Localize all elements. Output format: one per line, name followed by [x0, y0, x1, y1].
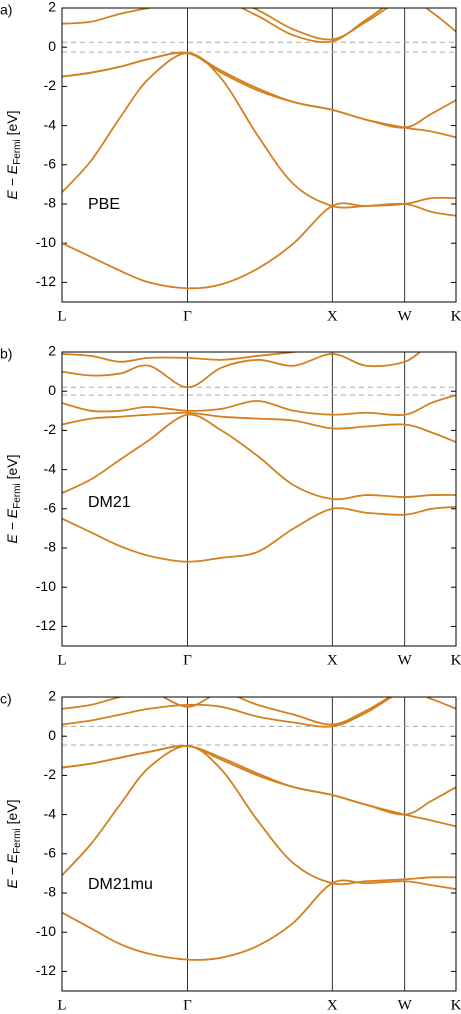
x-tick-label: Γ: [183, 308, 192, 324]
plot-frame: [61, 7, 457, 303]
bands: [62, 8, 456, 290]
y-tick-label: 0: [48, 727, 56, 743]
x-tick-label: K: [451, 308, 461, 324]
y-tick-label: -8: [44, 539, 57, 555]
panel: 2 0 -2 -4 -6 -8 -10 -12 L Γ X W Ka) PBE E − EFermi [eV]: [0, 0, 461, 324]
band-line: [62, 411, 456, 443]
band-line: [62, 352, 301, 363]
y-tick-label: -4: [44, 460, 57, 476]
x-tick-label: X: [327, 997, 338, 1013]
y-tick-label: -10: [36, 578, 56, 594]
y-label-sub: Fermi: [12, 483, 23, 509]
y-label-unit: [eV]: [4, 454, 20, 479]
bands: [62, 352, 456, 563]
annotation: PBE: [88, 196, 120, 213]
panel: 2 0 -2 -4 -6 -8 -10 -12 L Γ X W Kb) DM21 E − EFermi [eV…: [0, 343, 461, 669]
y-axis-label: E − EFermi [eV]: [4, 110, 23, 199]
band-line: [62, 505, 456, 563]
y-label-unit: [eV]: [4, 110, 20, 135]
y-tick-label: -6: [44, 500, 57, 516]
y-label-unit: [eV]: [4, 799, 20, 824]
y-tick-label: -8: [44, 884, 57, 900]
y-label-main: E − E: [4, 508, 20, 543]
y-label-sub: Fermi: [12, 828, 23, 854]
y-tick-label: -6: [44, 156, 57, 172]
x-tick-label: Γ: [183, 652, 192, 668]
y-tick-label: -6: [44, 845, 57, 861]
band-line: [62, 8, 456, 44]
y-label-sub: Fermi: [12, 139, 23, 165]
band-line: [62, 52, 456, 209]
x-tick-label: K: [451, 652, 461, 668]
panel-label: b): [0, 346, 12, 362]
y-tick-label: 0: [48, 38, 56, 54]
panel-label: c): [0, 691, 12, 707]
band-line: [62, 745, 456, 886]
band-line: [62, 394, 456, 417]
y-tick-label: -4: [44, 116, 57, 132]
band-line: [62, 51, 456, 129]
panel: 2 0 -2 -4 -6 -8 -10 -12 L Γ X W Kc) DM21mu E − EFermi […: [0, 688, 461, 1014]
y-tick-label: 0: [48, 382, 56, 398]
annotation: DM21: [88, 494, 131, 511]
y-label-main: E − E: [4, 853, 20, 888]
y-tick-label: -12: [36, 962, 56, 978]
y-tick-label: 2: [48, 0, 56, 15]
y-tick-label: -12: [36, 273, 56, 289]
band-line: [62, 879, 456, 961]
band-line: [62, 744, 456, 816]
y-tick-label: -10: [36, 234, 56, 250]
y-tick-label: 2: [48, 343, 56, 359]
band-line: [62, 202, 456, 290]
x-tick-label: X: [327, 652, 338, 668]
x-tick-label: X: [327, 308, 338, 324]
band-line: [62, 352, 422, 389]
band-line: [62, 697, 392, 726]
y-axis-label: E − EFermi [eV]: [4, 454, 23, 543]
x-tick-label: W: [398, 308, 413, 324]
plot-frame: [61, 696, 457, 992]
y-tick-label: -2: [44, 766, 57, 782]
y-tick-label: -2: [44, 77, 57, 93]
y-axis-label: E − EFermi [eV]: [4, 799, 23, 888]
x-tick-label: W: [398, 997, 413, 1013]
annotation: DM21mu: [88, 876, 153, 893]
x-tick-label: W: [398, 652, 413, 668]
x-tick-label: L: [57, 652, 66, 668]
y-tick-label: 2: [48, 688, 56, 704]
x-tick-label: K: [451, 997, 461, 1013]
band-line: [62, 697, 456, 728]
band-line: [251, 8, 389, 41]
y-tick-label: -4: [44, 805, 57, 821]
band-line: [62, 413, 456, 501]
y-tick-label: -2: [44, 421, 57, 437]
y-label-main: E − E: [4, 164, 20, 199]
panel-label: a): [0, 2, 12, 18]
bands: [62, 697, 456, 961]
x-tick-label: L: [57, 997, 66, 1013]
y-tick-label: -10: [36, 923, 56, 939]
band-line: [62, 51, 456, 139]
y-tick-label: -8: [44, 195, 57, 211]
x-tick-label: Γ: [183, 997, 192, 1013]
y-tick-label: -12: [36, 617, 56, 633]
x-tick-label: L: [57, 308, 66, 324]
plot-frame: [61, 351, 457, 647]
